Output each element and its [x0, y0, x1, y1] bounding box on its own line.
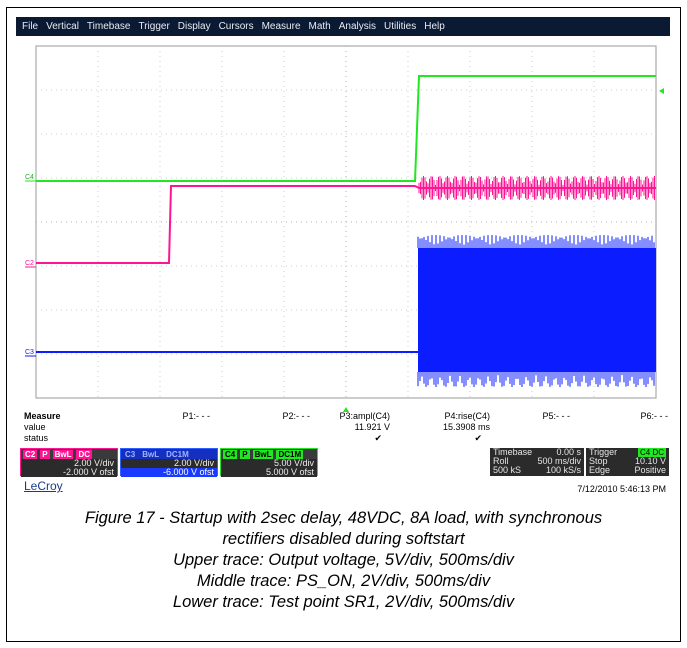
scope-footer: LeCroy 7/12/2010 5:46:13 PM: [16, 476, 670, 501]
measure-status-label: status: [24, 433, 49, 443]
param-p6[interactable]: P6:- - -: [640, 411, 668, 421]
trigger-row-3: Edge Positive: [586, 466, 669, 475]
trigger-badge: C4 DC: [637, 448, 666, 457]
channel-c4-offset: 5.000 V ofst: [221, 468, 317, 477]
channel-c2-id: C2: [23, 449, 38, 459]
trigger-time-marker: [343, 407, 349, 412]
trace-c3-burst: [418, 248, 656, 372]
channel-c2-header: C2 P BwL DC: [21, 449, 117, 459]
param-p5[interactable]: P5:- - -: [542, 411, 570, 421]
param-p3-status: ✔: [374, 433, 382, 443]
capture-datetime: 7/12/2010 5:46:13 PM: [577, 484, 666, 494]
channel-c4-vdiv: 5.00 V/div: [221, 459, 317, 468]
param-p3-value: 11.921 V: [354, 422, 390, 432]
trigger-label: Trigger: [589, 447, 618, 457]
menu-timebase[interactable]: Timebase: [86, 21, 131, 32]
channel-c3-id: C3: [123, 449, 138, 459]
timebase-row-1: Timebase 0.00 s: [490, 448, 584, 457]
channel-c2-offset: -2.000 V ofst: [21, 468, 117, 477]
menu-cursors[interactable]: Cursors: [218, 21, 254, 32]
trace-label-c4: C4: [25, 174, 34, 181]
figure-caption: Figure 17 - Startup with 2sec delay, 48V…: [6, 508, 681, 613]
channel-c4-box[interactable]: C4 P BwL DC1M 5.00 V/div 5.000 V ofst: [220, 448, 318, 477]
trace-c2: [36, 185, 656, 264]
trace-c4: [36, 75, 656, 182]
trigger-row-1: Trigger C4 DC: [586, 448, 669, 457]
timebase-box[interactable]: Timebase 0.00 s Roll 500 ms/div 500 kS 1…: [490, 448, 584, 476]
waveform-svg: C4 C2 C3: [25, 45, 664, 412]
menu-vertical[interactable]: Vertical: [46, 21, 79, 32]
menu-analysis[interactable]: Analysis: [338, 21, 376, 32]
trigger-level-marker: [659, 88, 664, 94]
trigger-type: Edge: [589, 465, 611, 475]
menu-bar: File Vertical Timebase Trigger Display C…: [16, 17, 670, 36]
timebase-samples: 500 kS: [493, 465, 522, 475]
caption-line-5: Lower trace: Test point SR1, 2V/div, 500…: [172, 593, 515, 611]
timebase-row-3: 500 kS 100 kS/s: [490, 466, 584, 475]
param-p2[interactable]: P2:- - -: [282, 411, 310, 421]
menu-math[interactable]: Math: [308, 21, 331, 32]
menu-measure[interactable]: Measure: [261, 21, 301, 32]
trace-label-c2: C2: [25, 260, 34, 267]
channel-c2-box[interactable]: C2 P BwL DC 2.00 V/div -2.000 V ofst: [20, 448, 118, 477]
channel-c3-vdiv: 2.00 V/div: [121, 459, 217, 468]
measure-value-label: value: [24, 422, 46, 432]
trigger-slope: Positive: [634, 465, 666, 475]
channel-c2-tag-bwl: BwL: [52, 449, 74, 459]
trigger-mode: Stop: [589, 456, 608, 466]
trace-label-c3: C3: [25, 349, 34, 356]
channel-c3-offset: -6.000 V ofst: [121, 468, 217, 477]
waveform-display[interactable]: C4 C2 C3: [16, 36, 670, 418]
graticule: [35, 45, 657, 399]
menu-utilities[interactable]: Utilities: [383, 21, 417, 32]
channel-c3-box[interactable]: C3 BwL DC1M 2.00 V/div -6.000 V ofst: [120, 448, 218, 477]
channel-c4-tag-bwl: BwL: [252, 449, 274, 459]
menu-display[interactable]: Display: [177, 21, 211, 32]
channel-c2-tag-dc: DC: [76, 449, 93, 459]
menu-file[interactable]: File: [22, 21, 39, 32]
menu-trigger[interactable]: Trigger: [138, 21, 170, 32]
channel-c2-vdiv: 2.00 V/div: [21, 459, 117, 468]
channel-c3-tag-dc: DC1M: [164, 449, 191, 459]
trigger-box[interactable]: Trigger C4 DC Stop 10.10 V Edge Positive: [586, 448, 669, 476]
channel-c4-tag-dc: DC1M: [276, 449, 304, 459]
caption-line-3: Upper trace: Output voltage, 5V/div, 500…: [173, 551, 514, 569]
timebase-label: Timebase: [493, 447, 533, 457]
channel-c4-id: C4: [223, 449, 238, 459]
timebase-tdiv: 500 ms/div: [537, 456, 581, 466]
timebase-row-2: Roll 500 ms/div: [490, 457, 584, 466]
caption-line-1: Figure 17 - Startup with 2sec delay, 48V…: [84, 509, 603, 527]
trace-c3-noise: [417, 235, 655, 387]
timebase-mode: Roll: [493, 456, 509, 466]
measure-panel: Measure value status P1:- - - P2:- - - P…: [16, 408, 670, 448]
caption-line-4: Middle trace: PS_ON, 2V/div, 500ms/div: [196, 572, 491, 590]
oscilloscope-screenshot: File Vertical Timebase Trigger Display C…: [16, 17, 670, 501]
channel-descriptors: C2 P BwL DC 2.00 V/div -2.000 V ofst C3 …: [16, 448, 670, 477]
menu-help[interactable]: Help: [424, 21, 445, 32]
measure-title: Measure: [24, 411, 61, 421]
param-p3[interactable]: P3:ampl(C4): [339, 411, 390, 421]
trigger-level: 10.10 V: [634, 456, 666, 466]
trigger-row-2: Stop 10.10 V: [586, 457, 669, 466]
channel-c3-tag-bwl: BwL: [140, 449, 162, 459]
channel-c2-tag-p: P: [40, 449, 50, 459]
param-p4-value: 15.3908 ms: [442, 422, 490, 432]
brand-logo: LeCroy: [24, 479, 63, 493]
param-p4-status: ✔: [474, 433, 482, 443]
channel-c3-header: C3 BwL DC1M: [121, 449, 217, 459]
channel-c4-header: C4 P BwL DC1M: [221, 449, 317, 459]
param-p1[interactable]: P1:- - -: [182, 411, 210, 421]
timebase-rate: 100 kS/s: [545, 465, 581, 475]
caption-line-2: rectifiers disabled during softstart: [222, 530, 465, 548]
timebase-delay: 0.00 s: [556, 447, 581, 457]
param-p4[interactable]: P4:rise(C4): [444, 411, 490, 421]
channel-c4-tag-p: P: [240, 449, 250, 459]
